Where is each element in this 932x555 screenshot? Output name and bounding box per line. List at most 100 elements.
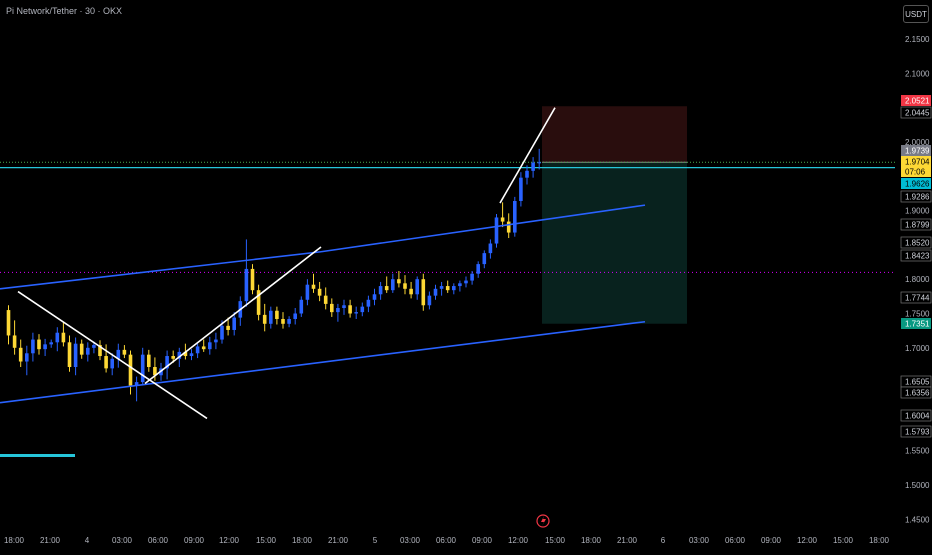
take-profit-zone bbox=[542, 162, 687, 324]
candle-body bbox=[25, 353, 29, 362]
candle-body bbox=[116, 349, 121, 359]
candle-body bbox=[305, 284, 310, 300]
candle-body bbox=[104, 356, 108, 369]
candle-body bbox=[317, 288, 322, 296]
candle-body bbox=[79, 343, 84, 355]
candle-body bbox=[354, 312, 358, 314]
price-badge bbox=[900, 425, 932, 438]
price-badge-label: 2.0445 bbox=[905, 109, 930, 118]
y-tick-label: 1.4500 bbox=[905, 515, 930, 524]
x-tick-label: 4 bbox=[85, 536, 90, 545]
candle-body bbox=[49, 342, 53, 345]
candle-body bbox=[494, 217, 499, 244]
x-tick-label: 21:00 bbox=[328, 536, 349, 545]
candle-body bbox=[195, 346, 200, 354]
currency-button[interactable]: USDT bbox=[903, 5, 929, 23]
price-badge bbox=[900, 291, 932, 304]
candle-body bbox=[232, 317, 236, 330]
candle-body bbox=[299, 299, 304, 314]
price-badge bbox=[901, 318, 931, 329]
channel-line bbox=[0, 250, 322, 290]
candle-body bbox=[421, 279, 426, 306]
candle-body bbox=[500, 217, 505, 222]
y-tick-label: 1.5000 bbox=[905, 481, 930, 490]
candle-body bbox=[37, 339, 41, 350]
candle-body bbox=[378, 286, 383, 295]
price-badge-label: 1.9739 bbox=[905, 147, 930, 156]
price-badge bbox=[901, 156, 931, 167]
y-tick-label: 2.1000 bbox=[905, 69, 930, 78]
price-badge bbox=[900, 409, 932, 422]
y-tick-label: 1.7000 bbox=[905, 344, 930, 353]
price-badge-label: 1.8799 bbox=[905, 221, 930, 230]
x-tick-label: 18:00 bbox=[869, 536, 890, 545]
x-tick-label: 12:00 bbox=[219, 536, 240, 545]
x-tick-label: 09:00 bbox=[184, 536, 205, 545]
candle-body bbox=[409, 288, 413, 295]
candle-body bbox=[525, 170, 529, 178]
candle-body bbox=[397, 279, 401, 284]
candle-body bbox=[330, 303, 334, 313]
x-tick-label: 18:00 bbox=[4, 536, 25, 545]
candle-body bbox=[214, 339, 218, 343]
candle-body bbox=[43, 344, 47, 350]
candle-body bbox=[311, 284, 316, 289]
price-badge bbox=[900, 236, 932, 249]
candle-body bbox=[61, 332, 66, 343]
candle-body bbox=[433, 288, 438, 296]
candle-body bbox=[323, 295, 328, 304]
price-badge bbox=[901, 166, 931, 177]
x-tick-label: 21:00 bbox=[40, 536, 61, 545]
candle-body bbox=[67, 342, 72, 368]
candle-body bbox=[348, 305, 352, 314]
x-tick-label: 09:00 bbox=[761, 536, 782, 545]
candle-body bbox=[470, 273, 474, 281]
candle-body bbox=[384, 286, 389, 291]
candle-body bbox=[275, 310, 279, 319]
candle-body bbox=[128, 354, 133, 386]
candle-body bbox=[281, 318, 285, 324]
candle-body bbox=[445, 286, 450, 291]
candle-body bbox=[250, 268, 255, 291]
price-badge-label: 1.6356 bbox=[905, 389, 930, 398]
x-tick-label: 12:00 bbox=[508, 536, 529, 545]
candle-body bbox=[165, 356, 169, 369]
candle-body bbox=[12, 335, 17, 348]
price-badge bbox=[900, 218, 932, 231]
y-tick-label: 2.0000 bbox=[905, 138, 930, 147]
price-badge-label: 1.6505 bbox=[905, 378, 930, 387]
candle-body bbox=[226, 325, 230, 330]
lightning-bolt-icon bbox=[541, 516, 546, 526]
candle-body bbox=[92, 345, 96, 348]
candle-body bbox=[110, 358, 114, 369]
price-badge-label: 1.9286 bbox=[905, 193, 930, 202]
candle-body bbox=[244, 268, 249, 302]
x-tick-label: 12:00 bbox=[797, 536, 818, 545]
y-tick-label: 2.1500 bbox=[905, 35, 930, 44]
x-tick-label: 21:00 bbox=[617, 536, 638, 545]
candle-body bbox=[18, 347, 23, 362]
trend-line bbox=[144, 246, 322, 385]
x-tick-label: 09:00 bbox=[472, 536, 493, 545]
candle-body bbox=[391, 279, 395, 291]
candle-body bbox=[140, 354, 145, 383]
candle-body bbox=[372, 294, 377, 300]
candle-body bbox=[506, 221, 511, 233]
candle-body bbox=[342, 305, 346, 309]
price-badge bbox=[900, 106, 932, 119]
candle-body bbox=[427, 295, 432, 306]
candle-body bbox=[452, 286, 456, 291]
candle-body bbox=[147, 354, 151, 368]
candle-body bbox=[531, 162, 535, 171]
candle-body bbox=[360, 306, 365, 313]
price-badge bbox=[900, 386, 932, 399]
candle-body bbox=[519, 177, 523, 201]
price-badge-label: 1.5793 bbox=[905, 428, 930, 437]
symbol-title[interactable]: Pi Network/Tether · 30 · OKX bbox=[6, 6, 123, 16]
lightning-icon bbox=[536, 514, 550, 528]
price-badge-label: 1.8423 bbox=[905, 252, 930, 261]
price-badge bbox=[900, 249, 932, 262]
candle-body bbox=[55, 332, 60, 343]
